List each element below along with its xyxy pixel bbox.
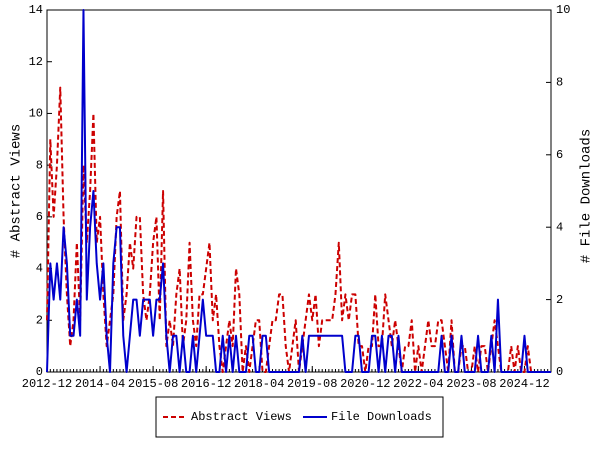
y2-tick-label: 2: [556, 293, 563, 307]
y-tick-label: 14: [29, 3, 43, 17]
y-tick-label: 2: [36, 313, 43, 327]
y-tick-label: 0: [36, 365, 43, 379]
y2-axis-title: # File Downloads: [579, 129, 595, 263]
y2-tick-label: 4: [556, 220, 563, 234]
x-tick-label: 2019-08: [287, 377, 337, 391]
y2-tick-label: 0: [556, 365, 563, 379]
x-tick-label: 2020-12: [340, 377, 390, 391]
x-tick-label: 2018-04: [234, 377, 284, 391]
x-tick-label: 2014-04: [75, 377, 125, 391]
x-tick-label: 2023-08: [446, 377, 496, 391]
y-tick-label: 6: [36, 210, 43, 224]
y2-tick-label: 8: [556, 76, 563, 90]
x-tick-label: 2015-08: [128, 377, 178, 391]
y-axis-title: # Abstract Views: [9, 124, 25, 258]
y-tick-label: 4: [36, 262, 43, 276]
y-tick-label: 12: [29, 55, 43, 69]
y2-tick-label: 6: [556, 148, 563, 162]
x-tick-label: 2022-04: [393, 377, 443, 391]
y-tick-label: 10: [29, 107, 43, 121]
y2-tick-label: 10: [556, 3, 570, 17]
legend-label: File Downloads: [331, 410, 432, 424]
series-line: [46, 9, 551, 373]
legend-label: Abstract Views: [191, 410, 292, 424]
legend-box: [155, 396, 444, 438]
x-tick-label: 2024-12: [499, 377, 549, 391]
x-tick-label: 2016-12: [181, 377, 231, 391]
x-tick-label: 2012-12: [22, 377, 72, 391]
y-tick-label: 8: [36, 158, 43, 172]
